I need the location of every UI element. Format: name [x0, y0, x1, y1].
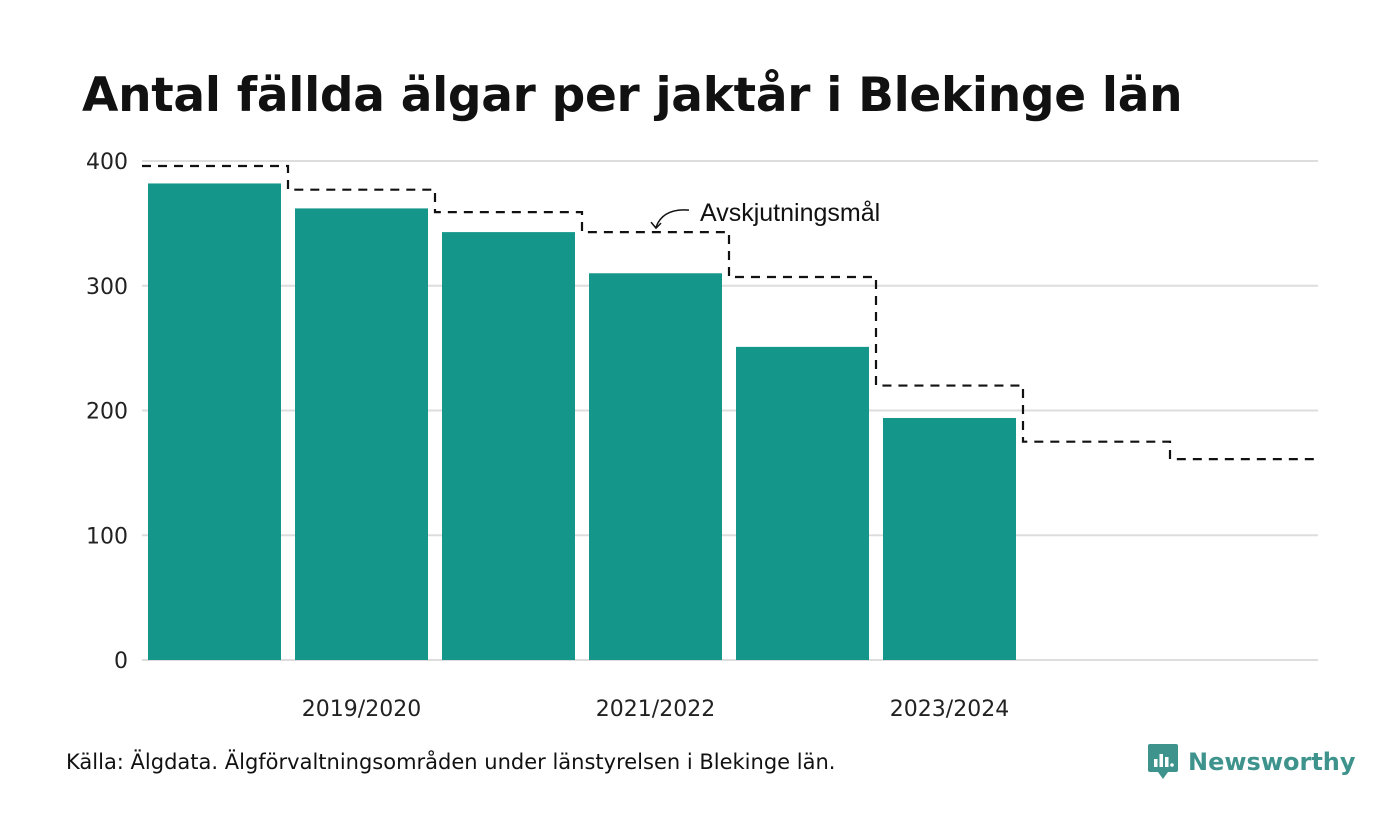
y-tick-label: 200 — [86, 400, 128, 425]
x-tick-label: 2019/2020 — [302, 697, 421, 722]
target-step-line — [142, 164, 1318, 461]
y-tick-label: 300 — [86, 275, 128, 300]
annotation-arrowhead — [650, 221, 662, 230]
chart-title: Antal fällda älgar per jaktår i Blekinge… — [82, 68, 1183, 123]
source-note: Källa: Älgdata. Älgförvaltningsområden u… — [66, 750, 836, 774]
newsworthy-logo-icon — [1148, 744, 1178, 779]
annotation-arrow — [655, 209, 690, 228]
bar — [442, 232, 575, 661]
x-tick-label: 2021/2022 — [596, 697, 715, 722]
bar — [883, 417, 1016, 660]
y-tick-label: 100 — [86, 524, 128, 549]
bar — [148, 183, 281, 660]
bar — [589, 273, 722, 660]
brand-logo: Newsworthy — [1148, 744, 1356, 780]
bar — [295, 208, 428, 660]
x-tick-label: 2023/2024 — [890, 697, 1009, 722]
annotation-label: Avskjutningsmål — [700, 199, 880, 227]
y-tick-label: 0 — [114, 649, 128, 674]
bar — [736, 346, 869, 660]
brand-name: Newsworthy — [1188, 748, 1356, 776]
y-tick-label: 400 — [86, 150, 128, 175]
